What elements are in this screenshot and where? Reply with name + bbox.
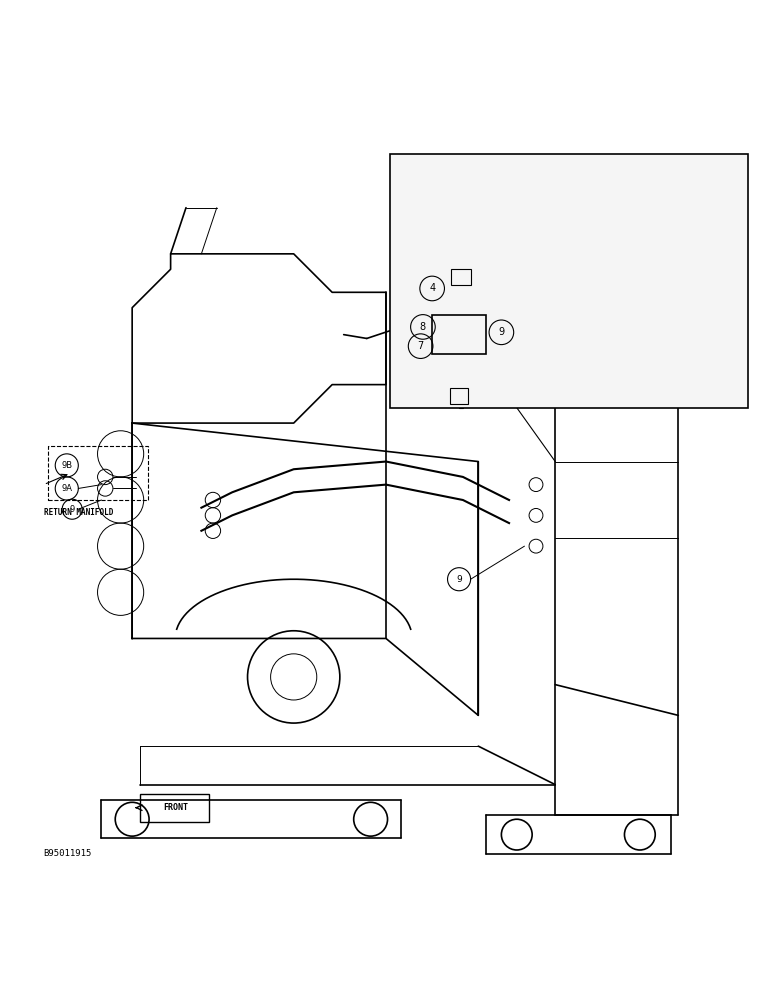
Text: B95011915: B95011915 <box>44 849 92 858</box>
Bar <box>140 794 209 822</box>
Bar <box>48 446 147 500</box>
Text: 9A: 9A <box>61 484 73 493</box>
Text: 9B: 9B <box>61 461 73 470</box>
Bar <box>452 269 471 285</box>
Text: 9: 9 <box>69 505 75 514</box>
Text: 4: 4 <box>429 283 435 293</box>
Text: 9: 9 <box>498 327 504 337</box>
Bar <box>450 388 469 404</box>
Text: RETURN MANIFOLD: RETURN MANIFOLD <box>44 508 113 517</box>
Bar <box>432 315 486 354</box>
Text: 8: 8 <box>420 322 426 332</box>
Text: FRONT: FRONT <box>164 803 188 812</box>
Text: 9: 9 <box>456 575 462 584</box>
Text: 7: 7 <box>418 341 424 351</box>
Bar <box>390 154 747 408</box>
